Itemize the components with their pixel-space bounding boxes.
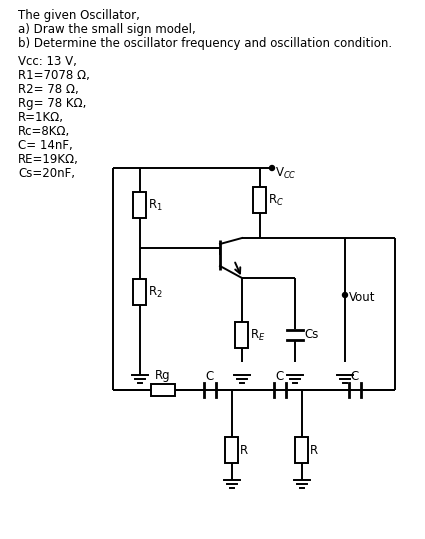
- Bar: [151, 384, 175, 396]
- Text: Vcc: 13 V,: Vcc: 13 V,: [18, 56, 77, 68]
- Text: R=1KΩ,: R=1KΩ,: [18, 112, 64, 125]
- Text: The given Oscillator,: The given Oscillator,: [18, 9, 140, 22]
- Text: b) Determine the oscillator frequency and oscillation condition.: b) Determine the oscillator frequency an…: [18, 37, 392, 50]
- Text: Rc=8KΩ,: Rc=8KΩ,: [18, 126, 70, 139]
- Bar: [295, 437, 309, 463]
- Bar: [226, 437, 238, 463]
- Text: R: R: [310, 444, 318, 457]
- Text: Vout: Vout: [349, 291, 376, 304]
- Text: R$_E$: R$_E$: [250, 328, 266, 343]
- Text: C: C: [276, 370, 284, 383]
- Text: R1=7078 Ω,: R1=7078 Ω,: [18, 70, 90, 82]
- Text: Cs: Cs: [304, 328, 318, 342]
- Text: Rg= 78 KΩ,: Rg= 78 KΩ,: [18, 98, 86, 110]
- Text: C= 14nF,: C= 14nF,: [18, 140, 73, 153]
- Circle shape: [269, 165, 275, 170]
- Bar: [235, 322, 249, 348]
- Text: Rg: Rg: [155, 370, 171, 383]
- Text: C: C: [206, 370, 214, 383]
- Text: R$_2$: R$_2$: [148, 285, 163, 300]
- Bar: [133, 279, 147, 305]
- Text: Cs=20nF,: Cs=20nF,: [18, 168, 75, 181]
- Text: RE=19KΩ,: RE=19KΩ,: [18, 154, 79, 167]
- Bar: [253, 187, 266, 213]
- Text: V$_{CC}$: V$_{CC}$: [275, 166, 297, 181]
- Text: a) Draw the small sign model,: a) Draw the small sign model,: [18, 23, 196, 36]
- Text: R$_1$: R$_1$: [148, 197, 163, 212]
- Circle shape: [343, 293, 348, 298]
- Text: C: C: [351, 370, 359, 383]
- Text: R: R: [240, 444, 248, 457]
- Bar: [133, 192, 147, 218]
- Text: R$_C$: R$_C$: [268, 192, 284, 208]
- Text: R2= 78 Ω,: R2= 78 Ω,: [18, 84, 79, 96]
